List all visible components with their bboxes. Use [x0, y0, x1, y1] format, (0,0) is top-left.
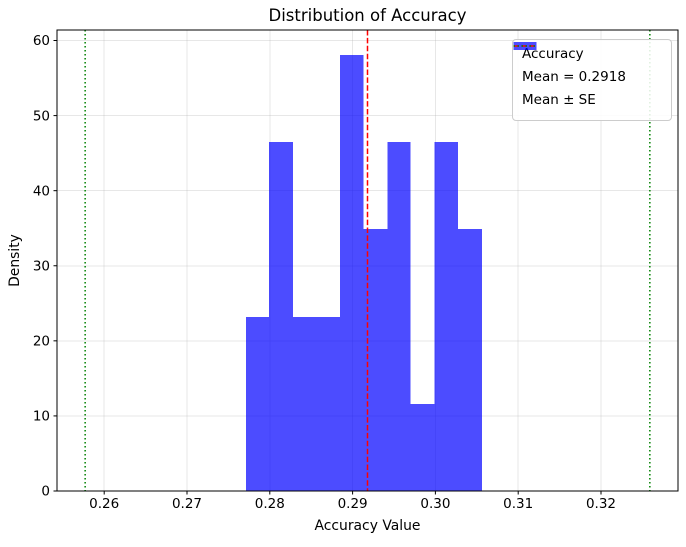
y-axis-label: Density	[7, 234, 23, 287]
x-tick-label: 0.27	[172, 496, 202, 512]
histogram-bar	[268, 141, 293, 491]
x-tick-label: 0.30	[420, 496, 450, 512]
histogram-bar	[363, 228, 388, 491]
legend-entry-accuracy: Accuracy	[513, 42, 665, 67]
x-axis-label: Accuracy Value	[315, 518, 421, 534]
legend-label-mean: Mean = 0.2918	[522, 69, 626, 86]
y-tick-label: 30	[33, 258, 50, 274]
x-tick-label: 0.29	[338, 496, 368, 512]
y-tick-label: 0	[41, 484, 50, 500]
histogram-bar	[316, 316, 341, 491]
plot-area: 0.26 0.27 0.28 0.29 0.30 0.31 0.32 0 10 20 30 40 50 6…	[33, 29, 679, 512]
chart-title: Distribution of Accuracy	[269, 6, 467, 25]
green-dotted-line-icon	[513, 45, 537, 47]
histogram-bar	[340, 54, 364, 491]
x-tick-label: 0.28	[255, 496, 285, 512]
legend-label-accuracy: Accuracy	[522, 46, 584, 63]
legend-entry-mean: Mean = 0.2918	[513, 45, 665, 90]
histogram-bar	[387, 141, 411, 491]
x-tick-label: 0.32	[586, 496, 616, 512]
legend-label-se: Mean ± SE	[522, 92, 596, 109]
x-tick-label: 0.26	[89, 496, 119, 512]
legend: Accuracy Mean = 0.2918 Mean ± SE	[512, 39, 672, 121]
y-tick-label: 20	[33, 334, 50, 350]
histogram-bar	[245, 316, 269, 491]
histogram-bar	[410, 403, 435, 491]
y-tick-label: 10	[33, 409, 50, 425]
x-tick-label: 0.31	[503, 496, 533, 512]
histogram-bar	[434, 141, 458, 491]
y-tick-label: 60	[33, 33, 50, 49]
plot-border	[56, 29, 679, 492]
y-tick-label: 40	[33, 183, 50, 199]
legend-entry-se: Mean ± SE	[513, 45, 665, 113]
red-dashed-line-icon	[513, 45, 537, 47]
histogram-bar	[292, 316, 317, 491]
histogram-bar	[457, 228, 482, 491]
y-tick-label: 50	[33, 108, 50, 124]
